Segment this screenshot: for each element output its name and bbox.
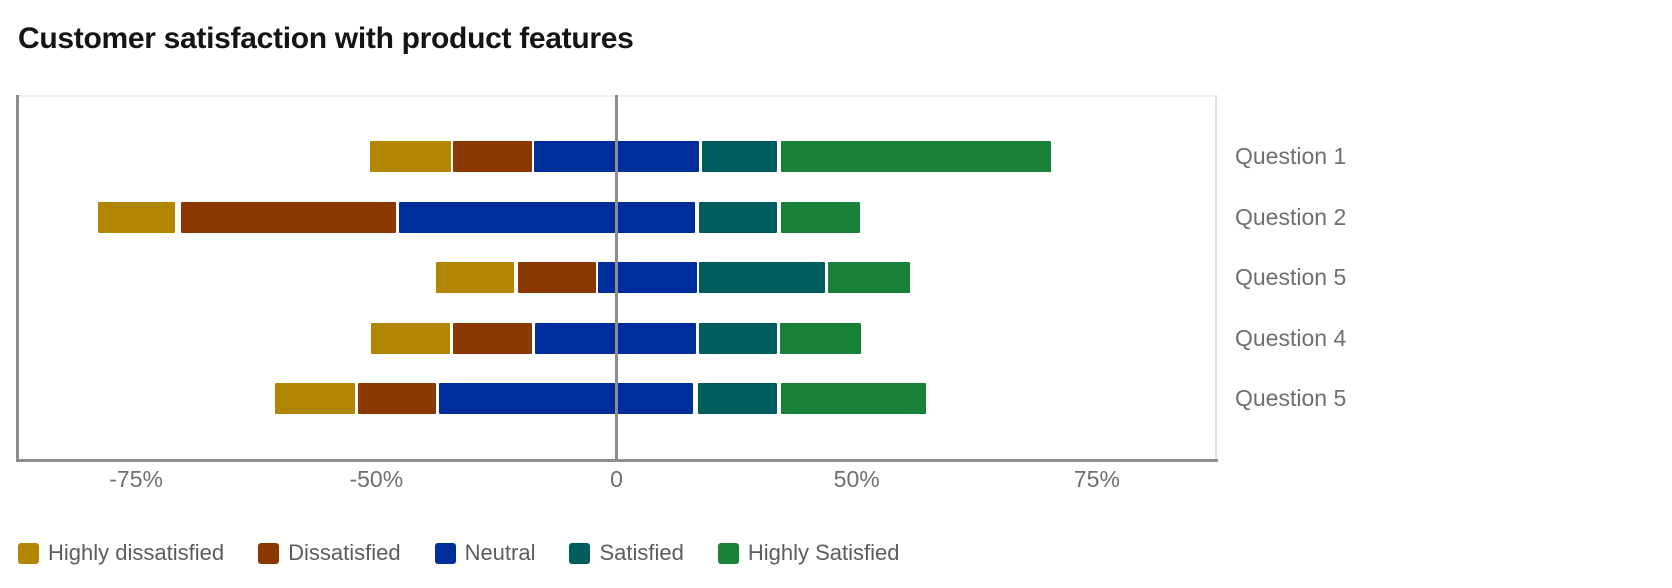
legend-item[interactable]: Highly dissatisfied xyxy=(18,540,224,566)
x-tick-label: 75% xyxy=(1073,466,1120,492)
legend-item[interactable]: Dissatisfied xyxy=(258,540,401,566)
category-labels: Question 1 Question 2 Question 5 Question 4… xyxy=(1235,95,1655,459)
legend-item[interactable]: Neutral xyxy=(434,540,536,566)
bar-segment[interactable] xyxy=(453,141,533,172)
bar-segment[interactable] xyxy=(518,262,597,293)
bar-segment[interactable] xyxy=(779,322,862,354)
bar-segment[interactable] xyxy=(180,201,396,233)
bar-segment[interactable] xyxy=(701,141,778,172)
bar-segment[interactable] xyxy=(781,201,861,233)
x-axis-line xyxy=(16,459,1218,462)
bar-segment[interactable] xyxy=(827,262,910,293)
legend-label: Neutral xyxy=(464,540,536,565)
bar-segment[interactable] xyxy=(699,262,826,293)
chart-title: Customer satisfaction with product featu… xyxy=(18,22,634,55)
bar-segment[interactable] xyxy=(699,201,778,233)
x-tick-label: -75% xyxy=(109,466,163,492)
legend-label: Highly Satisfied xyxy=(747,540,900,565)
y-axis-line xyxy=(16,95,19,462)
legend-label: Dissatisfied xyxy=(288,540,401,565)
legend-item[interactable]: Satisfied xyxy=(569,540,684,566)
bar-segment[interactable] xyxy=(371,322,450,354)
category-label: Question 2 xyxy=(1235,203,1347,230)
bar-segment[interactable] xyxy=(698,383,778,414)
bar-segment[interactable] xyxy=(453,322,533,354)
plot-area xyxy=(16,95,1218,462)
bar-segment[interactable] xyxy=(699,322,778,354)
x-tick-label: -50% xyxy=(349,466,404,492)
bar-segment[interactable] xyxy=(97,201,175,233)
plot-border-right xyxy=(1215,95,1217,459)
category-label: Question 4 xyxy=(1235,324,1347,351)
category-label: Question 1 xyxy=(1235,143,1347,169)
legend-item[interactable]: Highly Satisfied xyxy=(717,540,900,566)
bar-segment[interactable] xyxy=(598,262,697,293)
bar-segment[interactable] xyxy=(358,383,437,414)
legend-swatch xyxy=(434,542,456,564)
bar-segment[interactable] xyxy=(438,383,694,414)
category-label: Question 5 xyxy=(1235,385,1347,411)
legend-swatch xyxy=(258,542,280,564)
bar-segment[interactable] xyxy=(370,141,451,172)
bar-segment[interactable] xyxy=(436,262,515,293)
zero-line xyxy=(615,95,618,459)
x-axis-ticks: -75% -50% 0 50% 75% xyxy=(16,466,1217,496)
legend-swatch xyxy=(569,542,591,564)
category-label: Question 5 xyxy=(1235,264,1347,290)
legend-label: Satisfied xyxy=(599,540,684,565)
bar-segment[interactable] xyxy=(781,141,1052,172)
legend: Highly dissatisfied Dissatisfied Neutral Sa… xyxy=(18,540,900,566)
legend-swatch xyxy=(18,542,39,564)
x-tick-label: 0 xyxy=(610,466,623,492)
legend-swatch xyxy=(717,542,739,564)
bar-segment[interactable] xyxy=(781,383,927,414)
legend-label: Highly dissatisfied xyxy=(48,540,225,565)
bar-segment[interactable] xyxy=(399,201,695,233)
bar-segment[interactable] xyxy=(275,383,355,414)
x-tick-label: 50% xyxy=(833,466,880,492)
